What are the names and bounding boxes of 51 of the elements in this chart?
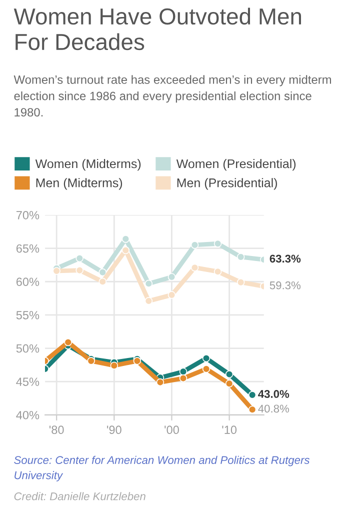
source-note: Source: Center for American Women and Politics at Rutgers University [14, 456, 310, 482]
point [190, 264, 199, 272]
point [156, 378, 164, 386]
legend-label: Women (Midterms) [35, 159, 141, 171]
y-tick-label: 55% [16, 311, 40, 320]
chart-title: Women Have Outvoted Men For Decades [14, 8, 302, 50]
y-tick-label: 70% [16, 211, 40, 220]
point [98, 268, 107, 276]
legend-label: Women (Presidential) [176, 159, 296, 171]
x-tick-label: '80 [49, 426, 64, 434]
y-tick-label: 65% [16, 244, 40, 253]
point [76, 254, 84, 262]
point [236, 253, 245, 261]
point [168, 273, 176, 281]
point [144, 280, 153, 288]
point [214, 268, 222, 276]
point [190, 241, 199, 249]
point [179, 374, 188, 382]
y-tick-label: 50% [16, 344, 40, 353]
data-label: 63.3% [270, 254, 301, 263]
point [179, 368, 188, 376]
point [122, 246, 130, 254]
x-tick-label: '10 [222, 426, 237, 434]
data-label: 43.0% [258, 390, 290, 398]
point [225, 380, 234, 388]
point [168, 291, 176, 299]
point [110, 362, 118, 370]
point [248, 406, 256, 414]
point [202, 365, 210, 373]
point [236, 278, 245, 286]
legend-label: Men (Presidential) [177, 178, 278, 190]
point [76, 266, 84, 274]
point [144, 297, 153, 305]
text: Credit: Danielle Kurtzleben [14, 492, 146, 500]
point [98, 278, 107, 286]
point [225, 370, 234, 378]
point [122, 235, 130, 243]
y-tick-label: 60% [16, 278, 40, 286]
data-label: 40.8% [258, 404, 289, 413]
legend-label: Men (Midterms) [36, 178, 122, 190]
y-tick-label: 45% [16, 378, 40, 386]
y-tick-label: 40% [16, 410, 40, 420]
x-tick-label: '90 [107, 426, 122, 434]
point [52, 267, 60, 275]
data-label: 59.3% [270, 281, 301, 290]
x-tick-label: '00 [164, 426, 179, 434]
point [214, 240, 222, 248]
chart-subtitle: Women’s turnout rate has exceeded men’s in every midterm election since 1986 and every presidential election since 1980. [14, 75, 331, 117]
point [64, 338, 72, 346]
point [202, 354, 210, 362]
point [248, 391, 256, 399]
